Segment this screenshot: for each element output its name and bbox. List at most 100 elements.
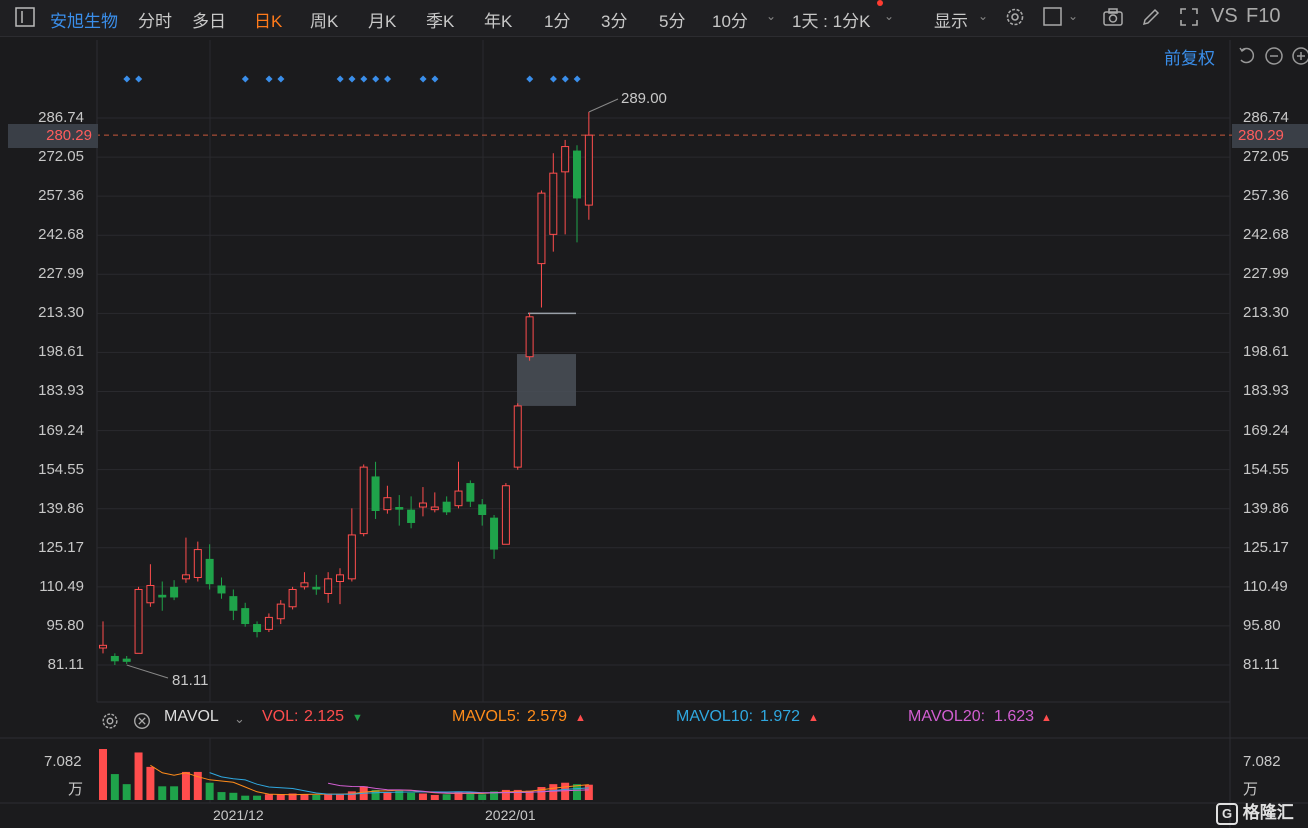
- price-tick-label: 183.93: [1243, 382, 1289, 400]
- settings-icon[interactable]: [100, 711, 122, 733]
- candle-body: [336, 574, 344, 582]
- candle-body: [501, 485, 510, 545]
- event-marker-icon: [372, 75, 380, 83]
- high-leader-line: [588, 98, 619, 113]
- event-marker-icon: [336, 75, 344, 83]
- volume-bar: [229, 792, 238, 800]
- event-marker-icon: [561, 75, 569, 83]
- volume-bar: [407, 792, 416, 800]
- square-icon[interactable]: [1042, 6, 1064, 28]
- high-price-annotation: 289.00: [621, 90, 667, 107]
- settings-icon[interactable]: [1004, 6, 1026, 28]
- volume-bar: [383, 792, 392, 800]
- volume-bar: [584, 784, 593, 800]
- fullscreen-icon[interactable]: [1178, 6, 1200, 28]
- mavol5-line: [150, 764, 589, 796]
- price-tick-label: 286.74: [1243, 109, 1289, 126]
- volume-bar: [241, 795, 250, 800]
- stock-name[interactable]: 安旭生物: [50, 12, 118, 31]
- volume-bar: [288, 793, 297, 800]
- chevron-down-icon[interactable]: ⌄: [884, 9, 895, 23]
- candle-body: [525, 316, 534, 358]
- tab-5min[interactable]: 5分: [659, 12, 686, 31]
- event-marker-icon: [573, 75, 581, 83]
- price-tick-label: 81.11: [47, 656, 84, 673]
- volume-axis-max-left: 7.082: [44, 753, 82, 770]
- volume-bar: [430, 794, 439, 800]
- volume-bar: [110, 774, 119, 800]
- price-tick-label: 198.61: [1243, 343, 1289, 361]
- candle-body: [359, 466, 368, 535]
- volume-bar: [478, 794, 487, 800]
- display-menu[interactable]: 显示: [934, 12, 968, 31]
- reset-icon[interactable]: [1236, 45, 1258, 67]
- volume-bar: [442, 794, 451, 800]
- sidebar-toggle-icon[interactable]: [14, 6, 36, 28]
- candle-body: [395, 507, 404, 510]
- adjust-mode-button[interactable]: 前复权: [1164, 49, 1215, 68]
- volume-bar: [513, 789, 522, 800]
- price-tick-label: 257.36: [38, 187, 84, 205]
- tab-3min[interactable]: 3分: [601, 12, 628, 31]
- volume-bar: [276, 794, 285, 800]
- tab-weekly-k[interactable]: 周K: [310, 12, 339, 31]
- candle-body: [371, 476, 380, 512]
- candle-body: [383, 497, 392, 511]
- mavol10-value: 1.972: [760, 708, 801, 725]
- price-tick-label: 198.61: [38, 343, 84, 361]
- chevron-down-icon[interactable]: ⌄: [978, 9, 989, 23]
- volume-bar: [395, 790, 404, 800]
- price-tick-label: 81.11: [1243, 656, 1280, 673]
- candle-body: [217, 585, 226, 594]
- down-arrow-icon: ▼: [352, 712, 363, 724]
- volume-bar: [549, 784, 558, 800]
- volume-bar: [158, 786, 167, 800]
- camera-icon[interactable]: [1102, 6, 1124, 28]
- chevron-down-icon[interactable]: ⌄: [234, 711, 245, 726]
- candle-body: [430, 506, 439, 511]
- volume-bar: [454, 792, 463, 800]
- volume-bar: [312, 794, 321, 800]
- tab-quarterly-k[interactable]: 季K: [426, 12, 455, 31]
- indicator-select[interactable]: MAVOL: [164, 708, 219, 725]
- event-marker-icon: [384, 75, 392, 83]
- event-marker-icon: [360, 75, 368, 83]
- zoom-out-icon[interactable]: [1263, 45, 1285, 67]
- candle-body: [276, 603, 285, 620]
- volume-bar: [217, 792, 226, 800]
- candle-body: [549, 172, 558, 235]
- low-leader-line: [126, 664, 169, 679]
- mavol10-label: MAVOL10:: [676, 708, 754, 725]
- price-tick-label: 95.80: [1243, 616, 1281, 634]
- tab-daily-k[interactable]: 日K: [254, 12, 283, 31]
- candle-body: [478, 504, 487, 515]
- price-tick-label: 139.86: [38, 499, 84, 517]
- tab-1min[interactable]: 1分: [544, 12, 571, 31]
- zoom-in-icon[interactable]: [1290, 45, 1308, 67]
- x-axis-label: 2022/01: [485, 807, 536, 823]
- tab-monthly-k[interactable]: 月K: [368, 12, 397, 31]
- tab-10min[interactable]: 10分: [712, 12, 748, 31]
- tab-multi-day[interactable]: 多日: [192, 12, 226, 31]
- volume-bar: [336, 794, 344, 800]
- candle-body: [99, 644, 107, 649]
- candle-body: [193, 549, 202, 579]
- f10-button[interactable]: F10: [1246, 5, 1281, 27]
- volume-bar: [253, 795, 262, 800]
- chevron-down-icon[interactable]: ⌄: [766, 9, 777, 23]
- volume-bar: [561, 782, 570, 800]
- chevron-down-icon[interactable]: ⌄: [1068, 9, 1079, 23]
- tab-yearly-k[interactable]: 年K: [484, 12, 513, 31]
- period-select[interactable]: 1天 : 1分K: [792, 12, 871, 31]
- vol-label: VOL:: [262, 708, 299, 725]
- candle-body: [146, 584, 155, 604]
- close-icon[interactable]: [132, 711, 154, 733]
- candle-body: [537, 192, 546, 265]
- volume-bar: [347, 791, 356, 800]
- candle-body: [253, 624, 262, 633]
- event-marker-icon: [348, 75, 356, 83]
- vs-button[interactable]: VS: [1211, 5, 1238, 27]
- pen-icon[interactable]: [1140, 6, 1162, 28]
- tab-intraday[interactable]: 分时: [138, 12, 172, 31]
